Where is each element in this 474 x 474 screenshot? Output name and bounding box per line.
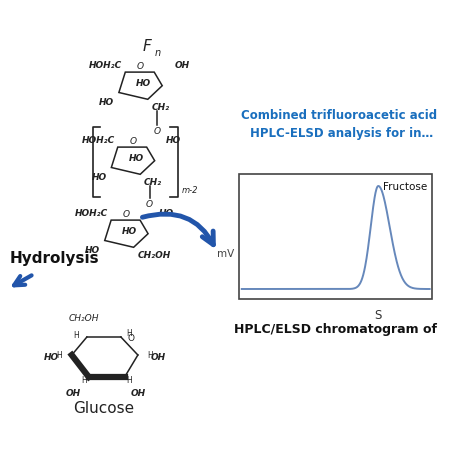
Text: H: H: [73, 330, 79, 339]
Text: HO: HO: [136, 79, 151, 88]
Text: HO: HO: [85, 246, 100, 255]
Text: HO: HO: [91, 173, 107, 182]
Text: HO: HO: [128, 154, 144, 163]
Text: HPLC/ELSD chromatogram of: HPLC/ELSD chromatogram of: [234, 323, 437, 336]
Text: H: H: [147, 350, 153, 359]
Text: HO: HO: [159, 209, 174, 218]
Text: O: O: [128, 334, 135, 343]
Text: O: O: [129, 137, 137, 146]
Text: OH: OH: [151, 353, 166, 362]
Text: m-2: m-2: [182, 186, 198, 195]
Text: HOH₂C: HOH₂C: [75, 209, 109, 218]
Text: H: H: [127, 328, 132, 337]
Text: HPLC-ELSD analysis for in…: HPLC-ELSD analysis for in…: [250, 127, 434, 140]
Text: HOH₂C: HOH₂C: [89, 61, 122, 70]
Text: CH₂OH: CH₂OH: [137, 251, 171, 260]
Text: CH₂: CH₂: [152, 103, 170, 112]
Text: Glucose: Glucose: [73, 401, 135, 416]
Text: HO: HO: [99, 98, 114, 107]
Text: Hydrolysis: Hydrolysis: [9, 251, 99, 266]
Text: O: O: [137, 62, 144, 71]
Text: OH: OH: [130, 389, 146, 398]
Text: n: n: [155, 48, 161, 58]
Text: CH₂: CH₂: [144, 178, 162, 187]
Text: H: H: [81, 376, 87, 385]
Text: HOH₂C: HOH₂C: [82, 136, 115, 145]
Text: CH₂OH: CH₂OH: [69, 314, 99, 323]
Text: S: S: [374, 309, 382, 322]
Text: OH: OH: [175, 61, 190, 70]
Text: O: O: [154, 127, 161, 136]
Text: H: H: [56, 350, 62, 359]
Text: HO: HO: [165, 136, 181, 145]
Text: H: H: [127, 376, 132, 385]
Text: F: F: [143, 39, 152, 54]
Text: Combined trifluoroacetic acid: Combined trifluoroacetic acid: [241, 109, 437, 122]
Text: O: O: [146, 200, 153, 209]
Text: OH: OH: [66, 389, 81, 398]
Text: O: O: [123, 210, 130, 219]
Text: Fructose: Fructose: [383, 182, 427, 192]
Text: mV: mV: [217, 249, 234, 259]
Text: HO: HO: [44, 353, 59, 362]
Bar: [239, 174, 432, 299]
Text: HO: HO: [122, 227, 137, 236]
